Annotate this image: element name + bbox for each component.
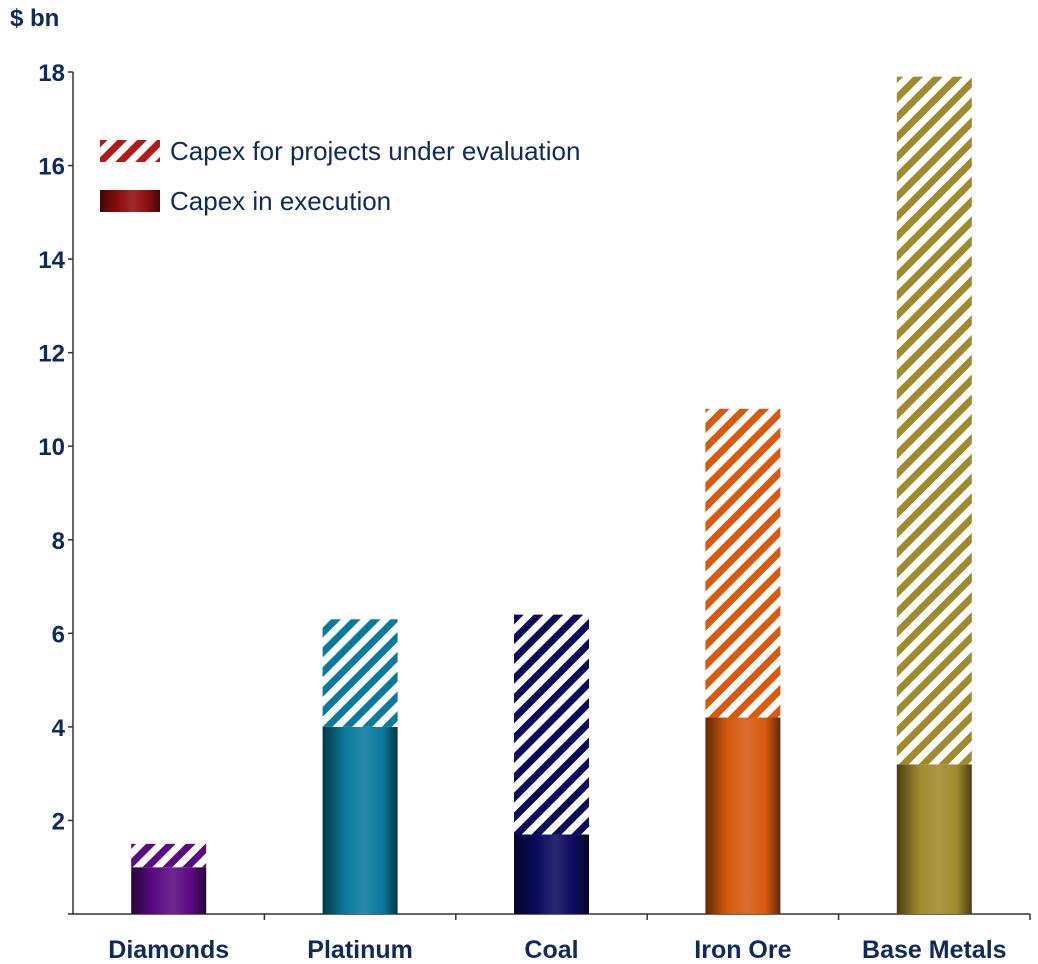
y-axis-ticks: 2 4 6 8 10 12 14 16 18: [38, 60, 73, 915]
bar-execution-diamonds: [131, 867, 207, 914]
y-tick-label: 16: [38, 154, 65, 181]
category-label-diamonds: Diamonds: [108, 936, 229, 964]
category-label-base-metals: Base Metals: [862, 936, 1007, 964]
y-tick-label: 8: [52, 528, 65, 555]
y-tick-label: 18: [38, 60, 65, 87]
legend-swatch-execution: [100, 190, 160, 212]
bar-evaluation-iron-ore: [705, 408, 781, 718]
bar-execution-coal: [514, 834, 589, 914]
bar-execution-base-metals: [896, 764, 972, 914]
bar-evaluation-diamonds: [131, 843, 207, 868]
category-label-platinum: Platinum: [307, 936, 413, 964]
y-tick-label: 2: [52, 808, 65, 835]
y-unit-label: $ bn: [10, 5, 59, 32]
bar-group: [131, 76, 972, 914]
y-tick-label: 12: [38, 341, 65, 368]
legend-swatch-evaluation: [100, 140, 160, 162]
bar-evaluation-coal: [514, 614, 589, 835]
x-axis-ticks: [263, 914, 1031, 920]
bar-evaluation-base-metals: [896, 76, 972, 765]
y-tick-label: 4: [52, 715, 66, 742]
bar-evaluation-platinum: [322, 619, 398, 727]
bar-execution-iron-ore: [705, 717, 781, 914]
y-tick-label: 6: [52, 621, 65, 648]
legend: Capex for projects under evaluation Cape…: [100, 136, 580, 216]
legend-label-execution: Capex in execution: [170, 186, 391, 216]
category-labels: Diamonds Platinum Coal Iron Ore Base Metals: [108, 936, 1006, 964]
y-tick-label: 14: [38, 247, 65, 274]
bar-execution-platinum: [322, 726, 398, 914]
y-tick-label: 10: [38, 434, 65, 461]
category-label-coal: Coal: [524, 936, 578, 964]
legend-label-evaluation: Capex for projects under evaluation: [170, 136, 580, 166]
category-label-iron-ore: Iron Ore: [694, 936, 791, 964]
